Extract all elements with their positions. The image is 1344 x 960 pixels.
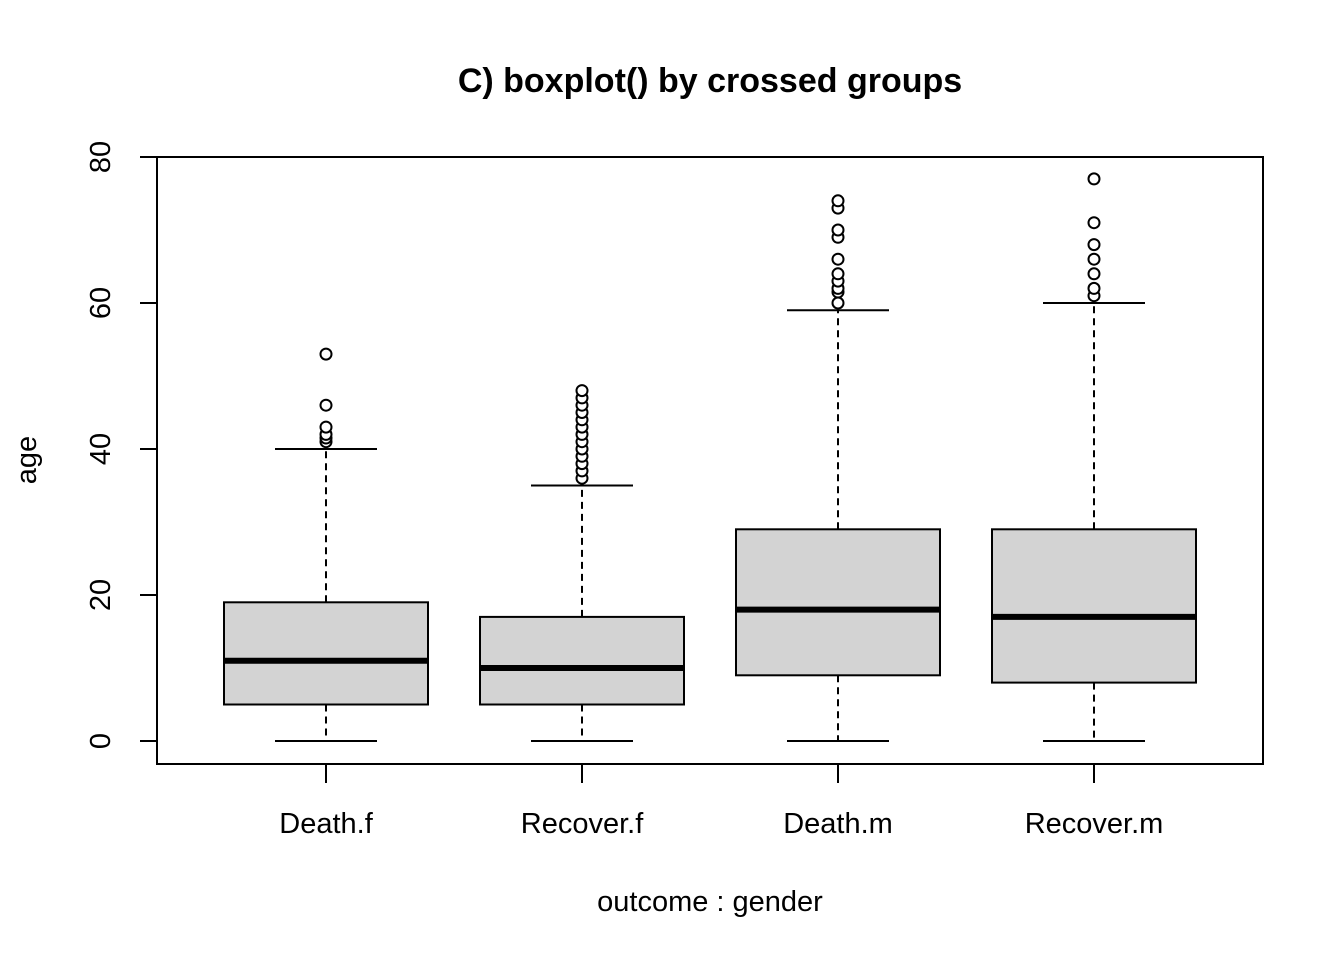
y-tick-label: 80 [85,141,117,173]
outlier-point [831,194,845,208]
y-tick-label: 60 [85,287,117,319]
y-tick-label: 40 [85,433,117,465]
x-tick-label: Recover.f [521,808,644,840]
outlier-point [319,420,333,434]
x-tick-label: Death.m [783,808,893,840]
chart-title: C) boxplot() by crossed groups [458,62,962,100]
outlier-point [831,267,845,281]
outlier-point [831,252,845,266]
y-axis: 0 20 40 60 80 [85,141,158,749]
y-tick-label: 0 [85,733,117,749]
x-tick-label: Recover.m [1025,808,1164,840]
box-group [991,172,1197,742]
box-group [735,194,941,742]
outlier-point [1087,238,1101,252]
outlier-point [831,223,845,237]
box-iqr [991,528,1197,684]
outlier-point [1087,172,1101,186]
x-axis: Death.f Recover.f Death.m Recover.m [279,763,1164,840]
outlier-point [575,384,589,398]
x-axis-label: outcome : gender [597,886,823,918]
outlier-point [1087,267,1101,281]
outlier-point [1087,252,1101,266]
outlier-point [831,296,845,310]
box-group [479,384,685,742]
x-tick-label: Death.f [279,808,373,840]
y-tick-label: 20 [85,579,117,611]
box-iqr [223,601,429,706]
boxes-layer [223,172,1197,742]
box-iqr [479,615,685,706]
box-iqr [735,528,941,677]
outlier-point [319,347,333,361]
y-axis-label: age [11,436,43,484]
outlier-point [1087,216,1101,230]
outlier-point [1087,281,1101,295]
outlier-point [319,398,333,412]
box-group [223,347,429,742]
